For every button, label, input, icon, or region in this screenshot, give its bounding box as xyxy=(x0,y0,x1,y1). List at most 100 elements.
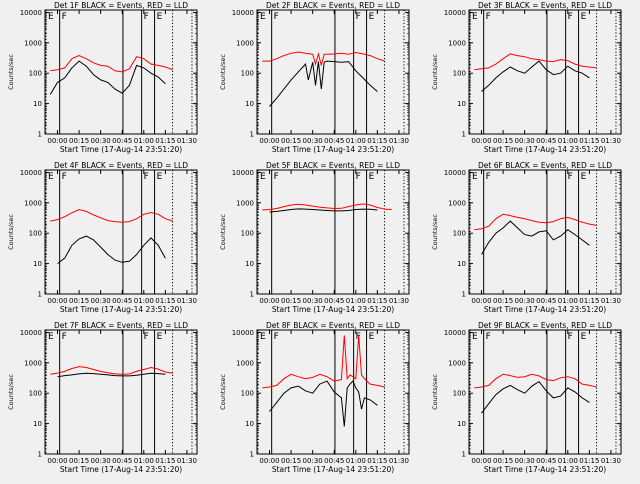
x-tick-label: 00:45 xyxy=(324,137,344,145)
plot-panel-8: Det 8F BLACK = Events, RED = LLD 1 10 100 10… xyxy=(219,321,410,474)
y-axis-label: Counts/sec xyxy=(219,214,227,250)
x-tick-label: 00:15 xyxy=(69,457,89,465)
plot-title: Det 6F BLACK = Events, RED = LLD xyxy=(478,161,612,170)
y-axis-label: Counts/sec xyxy=(219,54,227,90)
x-tick-label: 00:15 xyxy=(69,137,89,145)
y-tick-label: 1000 xyxy=(236,199,254,207)
series-red-lld xyxy=(262,203,392,211)
y-tick-label: 1 xyxy=(462,131,466,139)
x-tick-label: 00:00 xyxy=(471,297,491,305)
region-marker: E xyxy=(260,12,266,22)
y-tick-label: 10000 xyxy=(232,9,254,17)
y-axis-label: Counts/sec xyxy=(7,214,15,250)
y-tick-label: 1 xyxy=(250,131,254,139)
region-marker: E xyxy=(48,332,54,342)
region-marker: F xyxy=(274,172,279,182)
region-marker: F xyxy=(144,332,149,342)
x-axis-label: Start Time (17-Aug-14 23:51:20) xyxy=(484,145,606,154)
y-tick-label: 10 xyxy=(33,260,42,268)
x-tick-label: 00:45 xyxy=(112,457,132,465)
y-tick-label: 10 xyxy=(457,420,466,428)
y-axis-label: Counts/sec xyxy=(431,54,439,90)
plot-frame xyxy=(256,169,410,295)
series-red-lld xyxy=(50,366,173,375)
x-tick-label: 01:30 xyxy=(601,457,621,465)
y-tick-label: 10000 xyxy=(20,169,42,177)
region-marker: E xyxy=(157,12,163,22)
region-marker: E xyxy=(260,332,266,342)
x-axis-label: Start Time (17-Aug-14 23:51:20) xyxy=(272,465,394,474)
x-tick-label: 00:00 xyxy=(47,137,67,145)
x-tick-label: 00:30 xyxy=(515,297,535,305)
y-tick-label: 100 xyxy=(241,230,254,238)
plot-frame xyxy=(256,329,410,455)
x-tick-label: 00:45 xyxy=(324,457,344,465)
y-tick-label: 100 xyxy=(29,390,42,398)
y-tick-label: 10000 xyxy=(444,329,466,337)
y-tick-label: 1000 xyxy=(236,39,254,47)
x-tick-label: 01:30 xyxy=(177,457,197,465)
x-tick-label: 00:30 xyxy=(91,457,111,465)
x-tick-label: 01:15 xyxy=(367,297,387,305)
x-tick-label: 00:30 xyxy=(515,457,535,465)
y-tick-label: 100 xyxy=(453,70,466,78)
x-tick-label: 00:15 xyxy=(493,297,513,305)
y-tick-label: 1000 xyxy=(24,39,42,47)
plot-frame xyxy=(44,9,198,135)
y-tick-label: 100 xyxy=(241,390,254,398)
y-tick-label: 1000 xyxy=(24,359,42,367)
x-tick-label: 00:15 xyxy=(281,457,301,465)
x-tick-label: 00:45 xyxy=(112,297,132,305)
y-tick-label: 10 xyxy=(33,100,42,108)
x-tick-label: 01:00 xyxy=(558,457,578,465)
x-tick-label: 01:00 xyxy=(134,137,154,145)
x-tick-label: 01:00 xyxy=(346,137,366,145)
plot-panel-6: Det 6F BLACK = Events, RED = LLD 1 10 100 10… xyxy=(431,161,622,314)
series-black-events xyxy=(57,235,166,264)
x-tick-label: 01:15 xyxy=(155,297,175,305)
series-red-lld xyxy=(262,335,385,389)
x-tick-label: 00:00 xyxy=(47,457,67,465)
region-marker: E xyxy=(157,332,163,342)
region-marker: E xyxy=(581,332,587,342)
y-tick-label: 10 xyxy=(457,100,466,108)
y-axis-label: Counts/sec xyxy=(431,214,439,250)
region-marker: F xyxy=(62,332,67,342)
y-tick-label: 1000 xyxy=(236,359,254,367)
y-tick-label: 1 xyxy=(38,131,42,139)
x-tick-label: 01:15 xyxy=(579,457,599,465)
region-marker: E xyxy=(48,172,54,182)
series-black-events xyxy=(269,380,378,427)
y-tick-label: 10000 xyxy=(444,9,466,17)
region-marker: E xyxy=(369,12,375,22)
x-tick-label: 00:45 xyxy=(112,137,132,145)
y-tick-label: 100 xyxy=(29,230,42,238)
x-tick-label: 00:00 xyxy=(259,137,279,145)
series-red-lld xyxy=(50,55,173,73)
y-axis-label: Counts/sec xyxy=(431,374,439,410)
x-axis-label: Start Time (17-Aug-14 23:51:20) xyxy=(484,305,606,314)
region-marker: F xyxy=(486,172,491,182)
y-tick-label: 1 xyxy=(38,451,42,459)
x-tick-label: 01:30 xyxy=(389,137,409,145)
region-marker: E xyxy=(157,172,163,182)
x-tick-label: 00:45 xyxy=(536,297,556,305)
y-tick-label: 1 xyxy=(250,291,254,299)
y-tick-label: 1000 xyxy=(448,199,466,207)
x-tick-label: 00:00 xyxy=(471,457,491,465)
plot-frame xyxy=(256,9,410,135)
y-tick-label: 1 xyxy=(38,291,42,299)
series-black-events xyxy=(481,220,590,255)
plot-panel-3: Det 3F BLACK = Events, RED = LLD 1 10 100 10… xyxy=(431,1,622,154)
y-tick-label: 1000 xyxy=(448,359,466,367)
x-tick-label: 00:00 xyxy=(47,297,67,305)
y-tick-label: 1 xyxy=(250,451,254,459)
plot-title: Det 8F BLACK = Events, RED = LLD xyxy=(266,321,400,330)
y-tick-label: 1 xyxy=(462,291,466,299)
series-red-lld xyxy=(474,53,597,71)
y-tick-label: 100 xyxy=(241,70,254,78)
y-tick-label: 10 xyxy=(457,260,466,268)
x-tick-label: 01:00 xyxy=(346,297,366,305)
plot-frame xyxy=(468,9,622,135)
